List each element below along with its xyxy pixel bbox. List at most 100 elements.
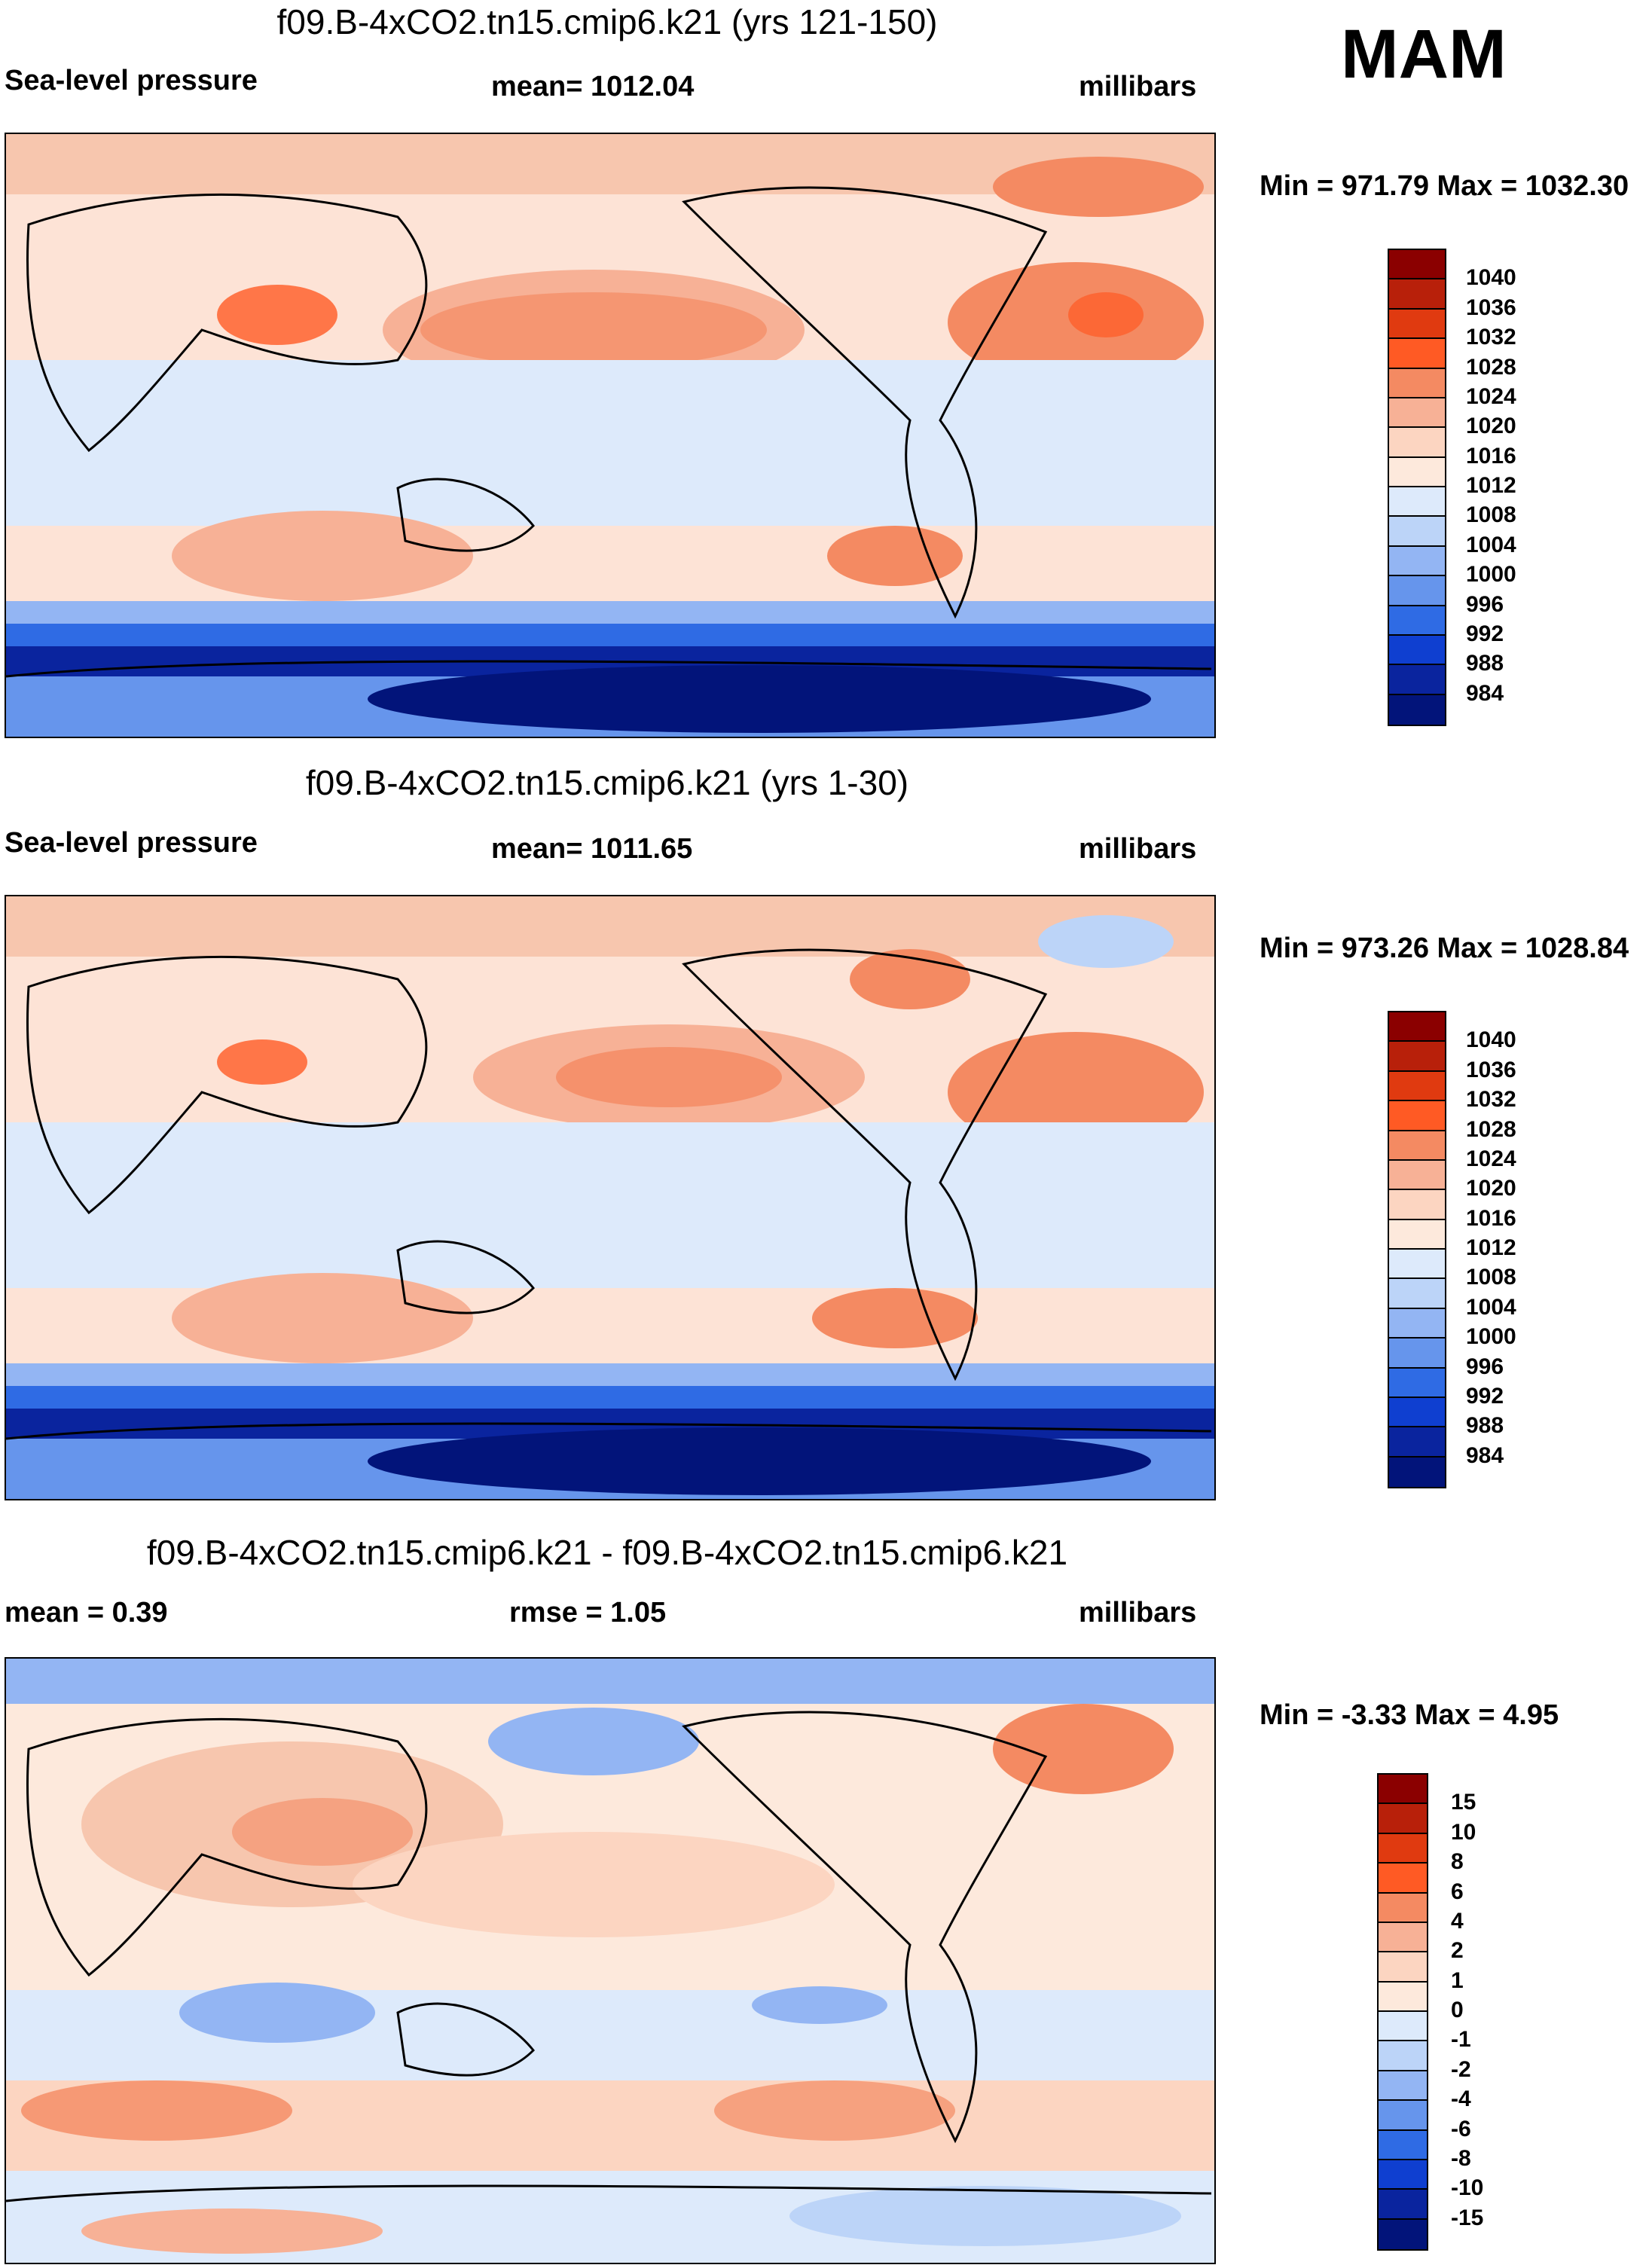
- panel-2-colorbar-label: 1028: [1466, 1116, 1516, 1142]
- panel-3-minmax: Min = -3.33 Max = 4.95: [1260, 1699, 1559, 1731]
- panel-3-colorbar-label: -2: [1451, 2056, 1471, 2082]
- panel-2-colorbar-cell: [1389, 1250, 1445, 1280]
- panel-1-map-svg: [6, 134, 1214, 737]
- panel-3-colorbar-cell: [1379, 2012, 1427, 2042]
- panel-2-colorbar-label: 984: [1466, 1442, 1504, 1468]
- panel-1-mean: mean= 1012.04: [491, 71, 695, 102]
- panel-1-colorbar-label: 1040: [1466, 265, 1516, 291]
- panel-2-colorbar-label: 1040: [1466, 1027, 1516, 1053]
- panel-2-minmax: Min = 973.26 Max = 1028.84: [1260, 933, 1629, 964]
- panel-1-colorbar-cell: [1389, 606, 1445, 636]
- panel-1-colorbar-label: 992: [1466, 621, 1504, 646]
- panel-1-colorbar-label: 988: [1466, 651, 1504, 676]
- panel-2-colorbar-cell: [1389, 1397, 1445, 1428]
- panel-1-colorbar-label: 1004: [1466, 532, 1516, 557]
- panel-1-colorbar-cell: [1389, 457, 1445, 487]
- panel-2-colorbar-label: 1032: [1466, 1087, 1516, 1113]
- panel-3-colorbar-label: 4: [1451, 1908, 1464, 1934]
- panel-2-colorbar-cell: [1389, 1457, 1445, 1487]
- panel-1-colorbar-cell: [1389, 398, 1445, 429]
- panel-3-colorbar-cell: [1379, 2219, 1427, 2249]
- panel-3-colorbar-label: 8: [1451, 1849, 1464, 1875]
- panel-2-left-label: Sea-level pressure: [5, 827, 258, 859]
- panel-1-colorbar-label: 1000: [1466, 562, 1516, 588]
- panel-1-colorbar-cell: [1389, 546, 1445, 577]
- panel-1-colorbar-cell: [1389, 665, 1445, 695]
- panel-3-colorbar-label: -4: [1451, 2086, 1471, 2112]
- panel-3-colorbar-cell: [1379, 1864, 1427, 1894]
- panel-3-colorbar-label: 2: [1451, 1938, 1464, 1964]
- panel-1-colorbar-cell: [1389, 309, 1445, 340]
- panel-1-colorbar-cell: [1389, 487, 1445, 517]
- panel-3-colorbar-cell: [1379, 1893, 1427, 1923]
- panel-3-colorbar-cell: [1379, 2041, 1427, 2071]
- panel-1-colorbar-cell: [1389, 428, 1445, 458]
- panel-2-colorbar-cell: [1389, 1042, 1445, 1072]
- panel-2-colorbar-cell: [1389, 1101, 1445, 1131]
- panel-2-colorbar-cell: [1389, 1279, 1445, 1309]
- panel-2-colorbar-cell: [1389, 1012, 1445, 1042]
- panel-2-colorbar-cell: [1389, 1071, 1445, 1102]
- panel-3-colorbar-label: -6: [1451, 2116, 1471, 2141]
- panel-2-colorbar: [1388, 1011, 1446, 1488]
- panel-1-colorbar-label: 1012: [1466, 473, 1516, 498]
- panel-3-colorbar-cell: [1379, 1982, 1427, 2012]
- panel-1-colorbar-cell: [1389, 635, 1445, 666]
- panel-3-left-label: mean = 0.39: [5, 1597, 168, 1629]
- panel-2-map: [5, 895, 1216, 1500]
- panel-3-colorbar-cell: [1379, 2071, 1427, 2102]
- panel-1-colorbar-cell: [1389, 517, 1445, 547]
- panel-1-colorbar-label: 1020: [1466, 414, 1516, 439]
- season-label: MAM: [1341, 16, 1507, 93]
- panel-1-left-label: Sea-level pressure: [5, 65, 258, 96]
- panel-1-colorbar-label: 1016: [1466, 443, 1516, 469]
- panel-3-title: f09.B-4xCO2.tn15.cmip6.k21 - f09.B-4xCO2…: [146, 1533, 1068, 1572]
- panel-1-colorbar-label: 1032: [1466, 325, 1516, 350]
- panel-3-colorbar-cell: [1379, 1833, 1427, 1864]
- panel-3-colorbar-label: -8: [1451, 2145, 1471, 2171]
- panel-1-colorbar-cell: [1389, 576, 1445, 606]
- panel-3-colorbar-label: -1: [1451, 2027, 1471, 2053]
- panel-1-colorbar-label: 1008: [1466, 502, 1516, 528]
- panel-2-map-svg: [6, 896, 1214, 1499]
- panel-2-colorbar-cell: [1389, 1160, 1445, 1191]
- panel-2-colorbar-label: 1016: [1466, 1205, 1516, 1231]
- panel-1-title: f09.B-4xCO2.tn15.cmip6.k21 (yrs 121-150): [276, 2, 938, 41]
- panel-3-colorbar: [1377, 1773, 1428, 2251]
- panel-2-colorbar-label: 1004: [1466, 1294, 1516, 1320]
- panel-3-colorbar-label: 6: [1451, 1879, 1464, 1904]
- panel-2-colorbar-label: 1008: [1466, 1265, 1516, 1290]
- panel-3-colorbar-label: 15: [1451, 1790, 1476, 1815]
- panel-1-colorbar-cell: [1389, 250, 1445, 280]
- panel-2-colorbar-label: 1024: [1466, 1146, 1516, 1171]
- panel-1-colorbar-label: 1036: [1466, 295, 1516, 320]
- panel-1-units: millibars: [1079, 71, 1197, 102]
- panel-3-units: millibars: [1079, 1597, 1197, 1629]
- panel-3-colorbar-label: -15: [1451, 2205, 1484, 2230]
- panel-2-colorbar-label: 1036: [1466, 1057, 1516, 1082]
- panel-1-map: [5, 133, 1216, 738]
- panel-1-colorbar-label: 1028: [1466, 354, 1516, 380]
- panel-1-minmax: Min = 971.79 Max = 1032.30: [1260, 170, 1629, 202]
- panel-1-colorbar-label: 984: [1466, 680, 1504, 706]
- panel-3-colorbar-label: 10: [1451, 1819, 1476, 1845]
- panel-3-colorbar-cell: [1379, 1952, 1427, 1983]
- panel-2-colorbar-label: 1012: [1466, 1235, 1516, 1260]
- panel-1-colorbar-label: 1024: [1466, 383, 1516, 409]
- panel-1-colorbar-label: 996: [1466, 591, 1504, 617]
- panel-2-colorbar-cell: [1389, 1219, 1445, 1250]
- panel-2-colorbar-cell: [1389, 1427, 1445, 1458]
- panel-3-colorbar-label: -10: [1451, 2175, 1484, 2201]
- panel-2-colorbar-cell: [1389, 1368, 1445, 1398]
- panel-2-colorbar-label: 992: [1466, 1383, 1504, 1409]
- panel-2-colorbar-label: 996: [1466, 1354, 1504, 1379]
- panel-3-map-svg: [6, 1659, 1214, 2263]
- panel-1-colorbar-cell: [1389, 694, 1445, 725]
- panel-3-colorbar-cell: [1379, 2190, 1427, 2220]
- panel-2-colorbar-label: 1000: [1466, 1324, 1516, 1350]
- panel-1-colorbar: [1388, 249, 1446, 726]
- panel-2-colorbar-cell: [1389, 1190, 1445, 1220]
- panel-1-colorbar-cell: [1389, 339, 1445, 369]
- panel-3-colorbar-cell: [1379, 1922, 1427, 1953]
- panel-3-colorbar-cell: [1379, 1775, 1427, 1805]
